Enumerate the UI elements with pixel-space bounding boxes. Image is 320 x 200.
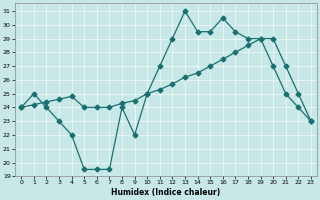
X-axis label: Humidex (Indice chaleur): Humidex (Indice chaleur) (111, 188, 221, 197)
